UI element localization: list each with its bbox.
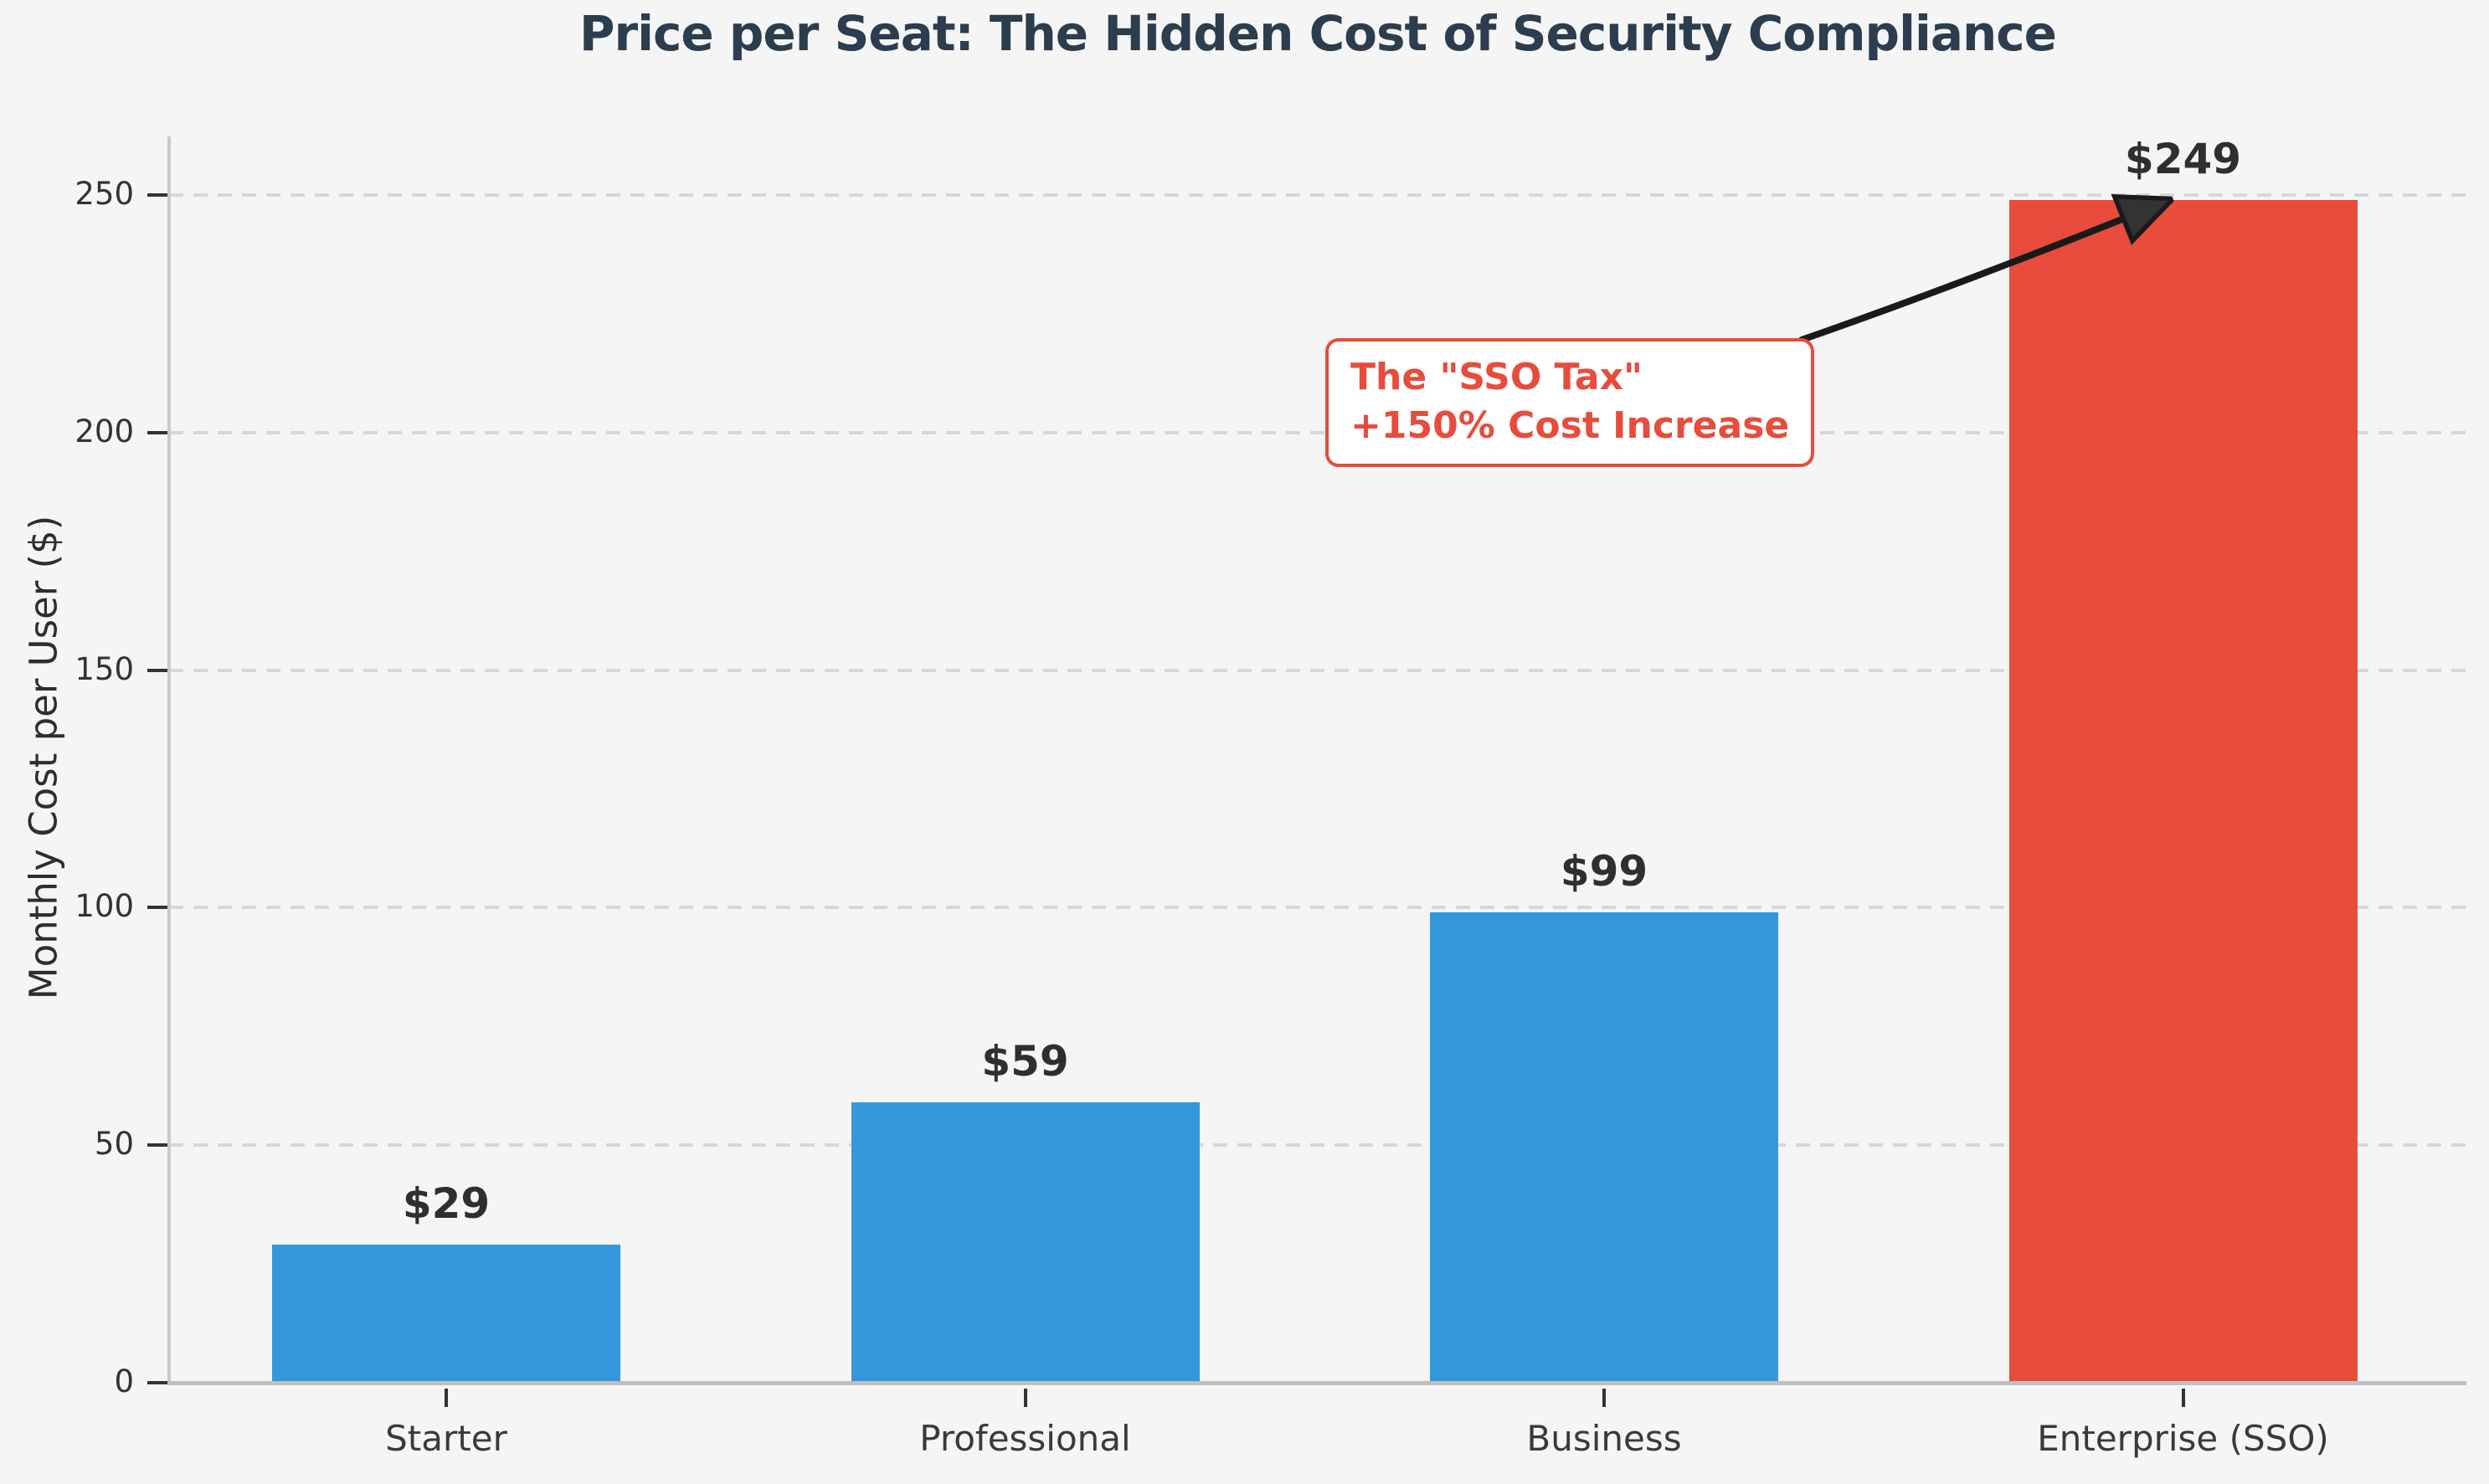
y-tick-label-50: 50 [94,1126,134,1163]
y-tick-mark-200 [147,430,167,434]
annotation-line-2: +150% Cost Increase [1350,404,1790,448]
bar-business [1430,912,1778,1383]
bar-professional [851,1102,1200,1383]
y-tick-label-150: 150 [75,650,134,687]
bar-value-label-1: $29 [402,1179,491,1229]
gridline-50 [169,1143,2466,1148]
x-tick-mark-4 [2181,1389,2185,1407]
x-tick-mark-3 [1602,1389,1606,1407]
gridline-150 [169,668,2466,672]
bar-value-label-3: $99 [1560,847,1648,896]
y-tick-mark-150 [147,668,167,672]
y-tick-label-0: 0 [114,1363,134,1399]
y-axis-label: Monthly Cost per User ($) [21,515,66,1000]
x-tick-mark-1 [445,1389,448,1407]
y-tick-mark-50 [147,1143,167,1148]
y-tick-label-200: 200 [75,413,134,449]
annotation-line-1: The "SSO Tax" [1350,356,1643,398]
x-axis-spine [167,1381,2466,1385]
gridline-250 [169,193,2466,197]
y-tick-mark-100 [147,906,167,910]
y-tick-mark-0 [147,1381,167,1384]
bar-value-label-2: $59 [981,1037,1069,1086]
gridline-100 [169,906,2466,910]
bar-value-label-4: $249 [2124,134,2242,183]
gridline-200 [169,430,2466,434]
x-tick-mark-2 [1023,1389,1027,1407]
x-tick-label-1: Starter [385,1418,507,1459]
annotation-callout: The "SSO Tax" +150% Cost Increase [1325,338,1815,468]
x-tick-label-4: Enterprise (SSO) [2037,1418,2329,1459]
chart-title: Price per Seat: The Hidden Cost of Secur… [579,5,2057,62]
y-tick-label-250: 250 [75,176,134,212]
bar-starter [272,1245,620,1383]
x-tick-label-3: Business [1526,1418,1682,1459]
bar-enterprise-sso- [2008,199,2358,1383]
x-tick-label-2: Professional [919,1418,1131,1459]
y-tick-label-100: 100 [75,888,134,925]
y-axis-spine [167,136,171,1383]
y-tick-mark-250 [147,193,167,197]
